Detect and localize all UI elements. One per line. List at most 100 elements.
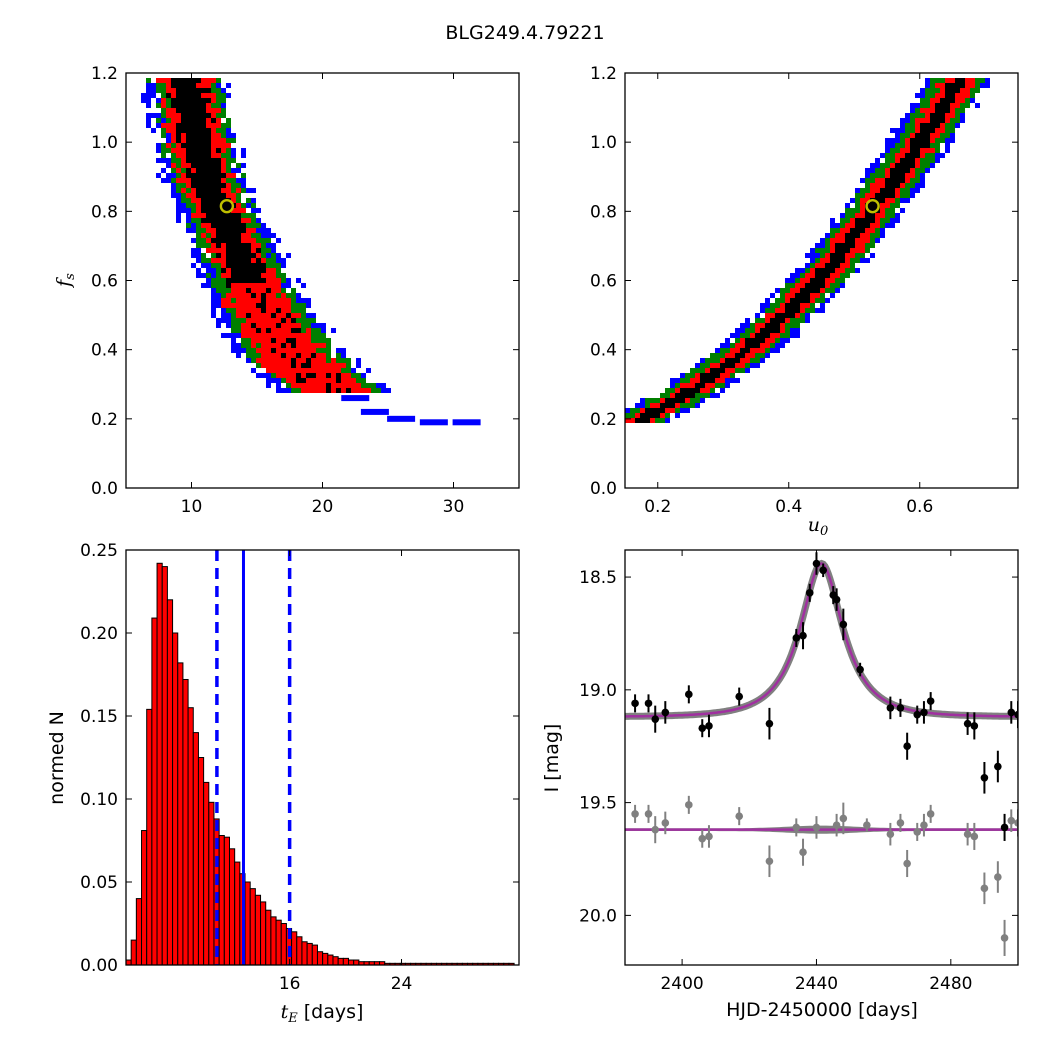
heatmap-cell <box>720 388 725 393</box>
heatmap-cell <box>231 288 236 293</box>
y-tick-label: 0.10 <box>80 790 118 810</box>
heatmap-cell <box>925 158 930 163</box>
histogram-bar <box>472 962 479 966</box>
heatmap-cell <box>830 293 835 298</box>
heatmap-cell <box>221 238 226 243</box>
data-point <box>903 742 911 751</box>
heatmap-cell <box>930 123 935 128</box>
heatmap-cell <box>356 388 361 393</box>
x-tick-label: 16 <box>279 974 301 994</box>
heatmap-cell <box>246 313 251 318</box>
heatmap-cell <box>780 338 785 343</box>
heatmap-cell <box>930 148 935 153</box>
histogram-bar <box>311 944 318 966</box>
heatmap-cell <box>201 283 206 288</box>
data-point <box>812 823 821 832</box>
heatmap-cell <box>276 313 281 318</box>
histogram-bar <box>327 954 334 966</box>
heatmap-cell <box>221 143 226 148</box>
heatmap-cell <box>925 78 930 83</box>
tick-marks: 10 20 300.00.20.40.60.81.01.2 <box>91 64 519 517</box>
heatmap-cell <box>720 373 725 378</box>
histogram-bar <box>306 942 313 966</box>
heatmap-cell <box>890 168 895 173</box>
heatmap-cell <box>261 243 266 248</box>
heatmap-cell <box>905 168 910 173</box>
data-point <box>685 690 693 699</box>
heatmap-cell <box>935 103 940 108</box>
heatmap-cell <box>206 258 211 263</box>
heatmap-cell <box>206 238 211 243</box>
heatmap-cell <box>715 368 720 373</box>
heatmap-cell <box>216 173 221 178</box>
heatmap-cell <box>915 118 920 123</box>
heatmap-cell <box>271 253 276 258</box>
heatmap-cell <box>191 118 196 123</box>
heatmap-cell <box>196 93 201 98</box>
heatmap-cell <box>236 168 241 173</box>
heatmap-cell <box>700 358 705 363</box>
heatmap-cell <box>735 343 740 348</box>
y-tick-label: 0.15 <box>80 707 118 727</box>
heatmap-cell <box>940 113 945 118</box>
heatmap-cell <box>920 168 925 173</box>
data-point <box>994 873 1002 881</box>
heatmap-cell <box>196 98 201 103</box>
heatmap-cell <box>216 218 221 223</box>
heatmap-cell <box>291 298 296 303</box>
heatmap-cell <box>261 363 266 368</box>
heatmap-cell <box>316 333 321 338</box>
heatmap-cell <box>730 343 735 348</box>
heatmap-cell <box>790 293 795 298</box>
heatmap-cell <box>261 288 266 293</box>
heatmap-cell <box>251 303 256 308</box>
heatmap-cell <box>231 323 236 328</box>
heatmap-cell <box>910 193 915 198</box>
heatmap-cell <box>246 218 251 223</box>
heatmap-cell <box>226 133 231 138</box>
heatmap-cell <box>236 228 241 233</box>
heatmap-cell <box>930 113 935 118</box>
heatmap-cell <box>770 328 775 333</box>
data-point <box>799 848 807 857</box>
heatmap-cell <box>730 333 735 338</box>
heatmap-cell <box>975 103 980 108</box>
heatmap-cell <box>231 193 236 198</box>
heatmap-cell <box>715 373 720 378</box>
heatmap-cell <box>236 198 241 203</box>
heatmap-cell <box>730 373 735 378</box>
data-point <box>1000 823 1009 832</box>
heatmap-cell <box>665 403 670 408</box>
heatmap-cell <box>950 83 955 88</box>
heatmap-cell <box>216 193 221 198</box>
heatmap-cell <box>835 228 840 233</box>
heatmap-cell <box>830 263 835 268</box>
heatmap-cell <box>366 383 371 388</box>
heatmap-cell <box>236 313 241 318</box>
histogram-bar <box>161 566 168 966</box>
heatmap-cell <box>935 133 940 138</box>
heatmap-cell <box>945 133 950 138</box>
heatmap-cell <box>920 123 925 128</box>
heatmap-cell <box>266 228 271 233</box>
heatmap-cell <box>201 183 206 188</box>
heatmap-cell <box>286 318 291 323</box>
heatmap-cell <box>865 188 870 193</box>
heatmap-cell <box>895 213 900 218</box>
heatmap-cell <box>860 238 865 243</box>
heatmap-cell <box>221 268 226 273</box>
heatmap-cell <box>920 183 925 188</box>
heatmap-cell <box>286 313 291 318</box>
heatmap-cell <box>830 278 835 283</box>
heatmap-cell <box>920 93 925 98</box>
heatmap-cell <box>316 373 321 378</box>
heatmap-cell <box>885 188 890 193</box>
heatmap-cell <box>241 163 246 168</box>
heatmap-cell <box>765 318 770 323</box>
tick-marks: 16 240.000.050.100.150.200.25 <box>80 541 519 994</box>
heatmap-cell <box>201 143 206 148</box>
heatmap-cell <box>251 198 256 203</box>
heatmap-cell <box>261 303 266 308</box>
